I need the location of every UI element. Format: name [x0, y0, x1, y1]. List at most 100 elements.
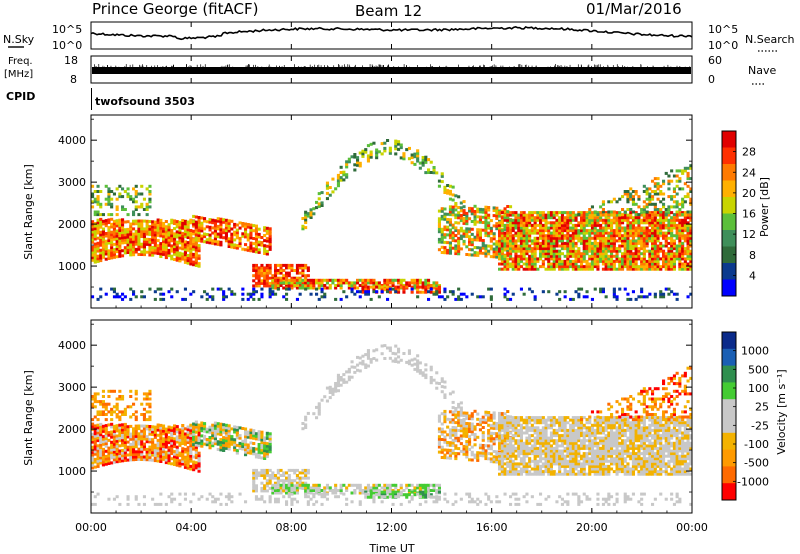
heatmap-cell [162, 242, 166, 246]
heatmap-cell [156, 433, 160, 437]
heatmap-cell [435, 290, 439, 294]
heatmap-cell [454, 249, 458, 253]
heatmap-cell [104, 437, 108, 440]
heatmap-cell [634, 192, 638, 196]
heatmap-cell [670, 231, 674, 235]
heatmap-cell [651, 262, 655, 266]
heatmap-cell [522, 216, 526, 220]
heatmap-cell [446, 441, 450, 444]
heatmap-cell [219, 438, 223, 442]
heatmap-cell [121, 459, 125, 463]
heatmap-cell [156, 451, 160, 455]
heatmap-cell [478, 207, 482, 211]
heatmap-cell [244, 222, 248, 226]
heatmap-cell [246, 248, 250, 252]
heatmap-cell [509, 236, 513, 240]
heatmap-cell [563, 241, 567, 245]
heatmap-cell [233, 448, 237, 452]
heatmap-cell [443, 240, 447, 244]
heatmap-cell [662, 223, 666, 227]
heatmap-cell [96, 259, 100, 263]
heatmap-cell [279, 474, 283, 477]
heatmap-cell [134, 452, 138, 456]
heatmap-cell [424, 158, 428, 162]
heatmap-cell [306, 476, 310, 480]
heatmap-cell [156, 428, 160, 432]
heatmap-cell [241, 287, 245, 291]
heatmap-cell [369, 358, 373, 362]
heatmap-cell [205, 233, 209, 236]
heatmap-cell [249, 428, 253, 432]
heatmap-cell [555, 236, 559, 240]
heatmap-cell [446, 295, 450, 299]
heatmap-cell [560, 247, 564, 251]
heatmap-cell [205, 220, 209, 224]
heatmap-cell [514, 211, 518, 215]
heatmap-cell [123, 248, 127, 252]
heatmap-cell [667, 195, 671, 199]
heatmap-cell [626, 267, 630, 271]
heatmap-cell [222, 438, 226, 442]
heatmap-cell [91, 435, 95, 439]
heatmap-cell [353, 153, 357, 156]
heatmap-cell [227, 447, 231, 451]
heatmap-cell [563, 267, 567, 271]
heatmap-cell [681, 171, 685, 175]
heatmap-cell [145, 240, 149, 244]
heatmap-cell [670, 179, 674, 183]
heatmap-cell [416, 290, 420, 294]
heatmap-cell [481, 215, 485, 219]
heatmap-cell [500, 252, 504, 256]
heatmap-cell [301, 263, 305, 267]
heatmap-cell [192, 255, 196, 259]
heatmap-cell [558, 216, 562, 220]
heatmap-cell [366, 486, 370, 490]
heatmap-cell [656, 257, 660, 261]
heatmap-cell [148, 220, 152, 223]
heatmap-cell [517, 254, 521, 258]
heatmap-cell [309, 216, 313, 219]
heatmap-cell [618, 216, 622, 220]
heatmap-cell [186, 459, 190, 462]
heatmap-cell [257, 240, 261, 244]
heatmap-cell [582, 211, 586, 215]
heatmap-cell [689, 292, 692, 296]
heatmap-cell [309, 489, 313, 492]
heatmap-cell [435, 386, 439, 390]
heatmap-cell [397, 140, 401, 144]
heatmap-cell [265, 442, 269, 446]
heatmap-cell [437, 219, 441, 223]
heatmap-cell [571, 244, 575, 248]
heatmap-cell [372, 489, 376, 492]
heatmap-cell [492, 232, 496, 236]
heatmap-cell [582, 267, 586, 271]
heatmap-cell [194, 261, 198, 265]
heatmap-cell [186, 446, 190, 450]
heatmap-cell [410, 483, 414, 487]
heatmap-cell [522, 223, 526, 227]
heatmap-cell [440, 412, 444, 416]
heatmap-cell [306, 471, 310, 475]
heatmap-cell [230, 290, 234, 294]
heatmap-cell [246, 451, 250, 455]
heatmap-cell [274, 269, 278, 272]
heatmap-cell [465, 222, 469, 226]
heatmap-cell [175, 233, 179, 236]
heatmap-cell [506, 205, 510, 208]
heatmap-cell [629, 231, 633, 235]
heatmap-cell [656, 192, 660, 196]
heatmap-cell [686, 223, 690, 227]
heatmap-cell [424, 278, 428, 282]
heatmap-cell [142, 429, 146, 433]
heatmap-cell [175, 290, 179, 294]
heatmap-cell [260, 236, 264, 239]
heatmap-cell [110, 213, 114, 217]
heatmap-cell [465, 219, 469, 223]
heatmap-cell [601, 236, 605, 240]
heatmap-cell [331, 392, 335, 396]
heatmap-cell [623, 190, 627, 193]
heatmap-cell [197, 254, 201, 258]
heatmap-cell [394, 152, 398, 156]
heatmap-cell [366, 290, 370, 294]
